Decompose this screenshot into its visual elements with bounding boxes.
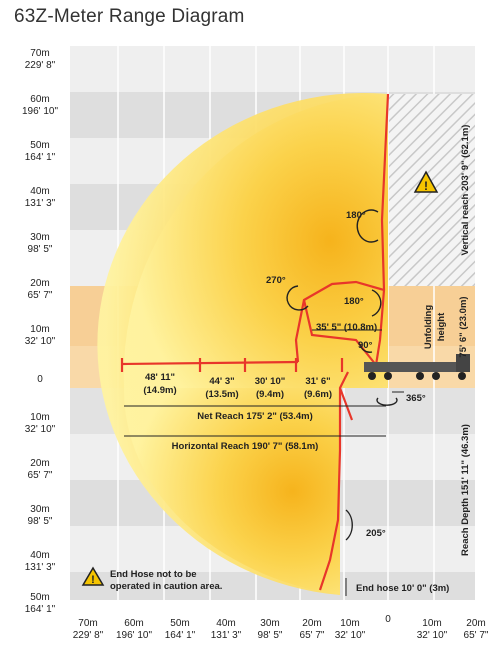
dimension-lines xyxy=(124,329,404,596)
net-reach: Net Reach 175' 2" (53.4m) xyxy=(197,411,313,422)
y-label-minus-30m-ft: 98' 5" xyxy=(28,516,53,527)
y-label-10m: 10m xyxy=(30,324,49,335)
y-label-10m-ft: 32' 10" xyxy=(25,336,56,347)
x-label-30m: 30m xyxy=(260,618,279,629)
section-3-m: (9.4m) xyxy=(256,389,284,400)
svg-text:!: ! xyxy=(91,574,95,586)
truck-icon xyxy=(364,354,470,380)
y-label-minus-50m: 50m xyxy=(30,592,49,603)
y-label-20m-ft: 65' 7" xyxy=(28,290,53,301)
unfolding-height-word: height xyxy=(436,312,447,341)
y-label-minus-10m-ft: 32' 10" xyxy=(25,424,56,435)
side-labels: Vertical reach 203' 9" (62.1m) Unfolding… xyxy=(423,125,471,556)
y-axis-labels: 70m 229' 8" 60m 196' 10" 50m 164' 1" 40m… xyxy=(22,48,58,615)
angle-270: 270° xyxy=(266,275,286,286)
note-line-2: operated in caution area. xyxy=(110,581,222,592)
section-1-m: (14.9m) xyxy=(143,385,176,396)
y-label-50m-ft: 164' 1" xyxy=(25,152,56,163)
y-label-60m: 60m xyxy=(30,94,49,105)
y-label-minus-20m: 20m xyxy=(30,458,49,469)
y-label-30m-ft: 98' 5" xyxy=(28,244,53,255)
x-label-0: 0 xyxy=(385,614,391,625)
y-label-70m: 70m xyxy=(30,48,49,59)
y-label-minus-20m-ft: 65' 7" xyxy=(28,470,53,481)
angle-90: 90° xyxy=(358,340,373,351)
caution-note: End Hose not to be operated in caution a… xyxy=(110,569,222,592)
section-4-ft: 31' 6" xyxy=(305,376,330,387)
y-label-minus-40m-ft: 131' 3" xyxy=(25,562,56,573)
x-label-70m: 70m xyxy=(78,618,97,629)
boom-outline xyxy=(120,93,390,591)
section-4-m: (9.6m) xyxy=(304,389,332,400)
reach-annotations: 35' 5" (10.8m) Net Reach 175' 2" (53.4m)… xyxy=(172,322,450,594)
x-label-plus-10m-ft: 32' 10" xyxy=(417,630,448,641)
x-axis-labels: 70m 229' 8" 60m 196' 10" 50m 164' 1" 40m… xyxy=(73,614,489,641)
angle-365: 365° xyxy=(406,393,426,404)
vertical-reach: Vertical reach 203' 9" (62.1m) xyxy=(460,125,471,256)
y-label-minus-10m: 10m xyxy=(30,412,49,423)
y-label-minus-30m: 30m xyxy=(30,504,49,515)
y-label-30m: 30m xyxy=(30,232,49,243)
note-line-1: End Hose not to be xyxy=(110,569,197,580)
y-label-40m: 40m xyxy=(30,186,49,197)
x-label-60m: 60m xyxy=(124,618,143,629)
angle-180-top: 180° xyxy=(346,210,366,221)
x-label-10m: 10m xyxy=(340,618,359,629)
x-label-40m-ft: 131' 3" xyxy=(211,630,242,641)
diagram-title: 63Z-Meter Range Diagram xyxy=(14,6,245,27)
reach-depth: Reach Depth 151' 11" (46.3m) xyxy=(460,424,471,556)
reach-35ft: 35' 5" (10.8m) xyxy=(316,322,377,333)
warning-icon: ! xyxy=(413,170,439,193)
note-warning-icon: ! xyxy=(81,566,105,586)
y-label-minus-40m: 40m xyxy=(30,550,49,561)
x-label-40m: 40m xyxy=(216,618,235,629)
x-label-50m: 50m xyxy=(170,618,189,629)
y-label-0: 0 xyxy=(37,374,43,385)
y-label-20m: 20m xyxy=(30,278,49,289)
x-label-10m-ft: 32' 10" xyxy=(335,630,366,641)
x-label-50m-ft: 164' 1" xyxy=(165,630,196,641)
working-range-zone-lower xyxy=(123,388,341,595)
x-label-30m-ft: 98' 5" xyxy=(258,630,283,641)
svg-text:!: ! xyxy=(424,179,428,193)
section-1-ft: 48' 11" xyxy=(145,372,175,383)
angle-labels: 180° 270° 180° 90° 365° 205° xyxy=(266,210,426,539)
end-hose: End hose 10' 0" (3m) xyxy=(356,583,449,594)
unfolding-height-title: Unfolding xyxy=(423,305,434,350)
y-label-minus-50m-ft: 164' 1" xyxy=(25,604,56,615)
x-label-20m: 20m xyxy=(302,618,321,629)
angle-205: 205° xyxy=(366,528,386,539)
unfolding-height-value: 75' 6" (23.0m) xyxy=(458,296,469,357)
rotation-arrows xyxy=(286,209,398,541)
x-label-plus-20m-ft: 65' 7" xyxy=(464,630,489,641)
x-label-plus-20m: 20m xyxy=(466,618,485,629)
y-label-40m-ft: 131' 3" xyxy=(25,198,56,209)
x-label-20m-ft: 65' 7" xyxy=(300,630,325,641)
x-label-plus-10m: 10m xyxy=(422,618,441,629)
section-2-m: (13.5m) xyxy=(205,389,238,400)
x-label-60m-ft: 196' 10" xyxy=(116,630,152,641)
working-range-zone-upper xyxy=(123,94,388,388)
y-label-70m-ft: 229' 8" xyxy=(25,60,56,71)
y-label-60m-ft: 196' 10" xyxy=(22,106,58,117)
section-measurements: 48' 11" (14.9m) 44' 3" (13.5m) 30' 10" (… xyxy=(143,372,332,400)
section-3-ft: 30' 10" xyxy=(255,376,286,387)
angle-180-mid: 180° xyxy=(344,296,364,307)
section-2-ft: 44' 3" xyxy=(209,376,234,387)
y-label-50m: 50m xyxy=(30,140,49,151)
horizontal-reach: Horizontal Reach 190' 7" (58.1m) xyxy=(172,441,319,452)
x-label-70m-ft: 229' 8" xyxy=(73,630,104,641)
